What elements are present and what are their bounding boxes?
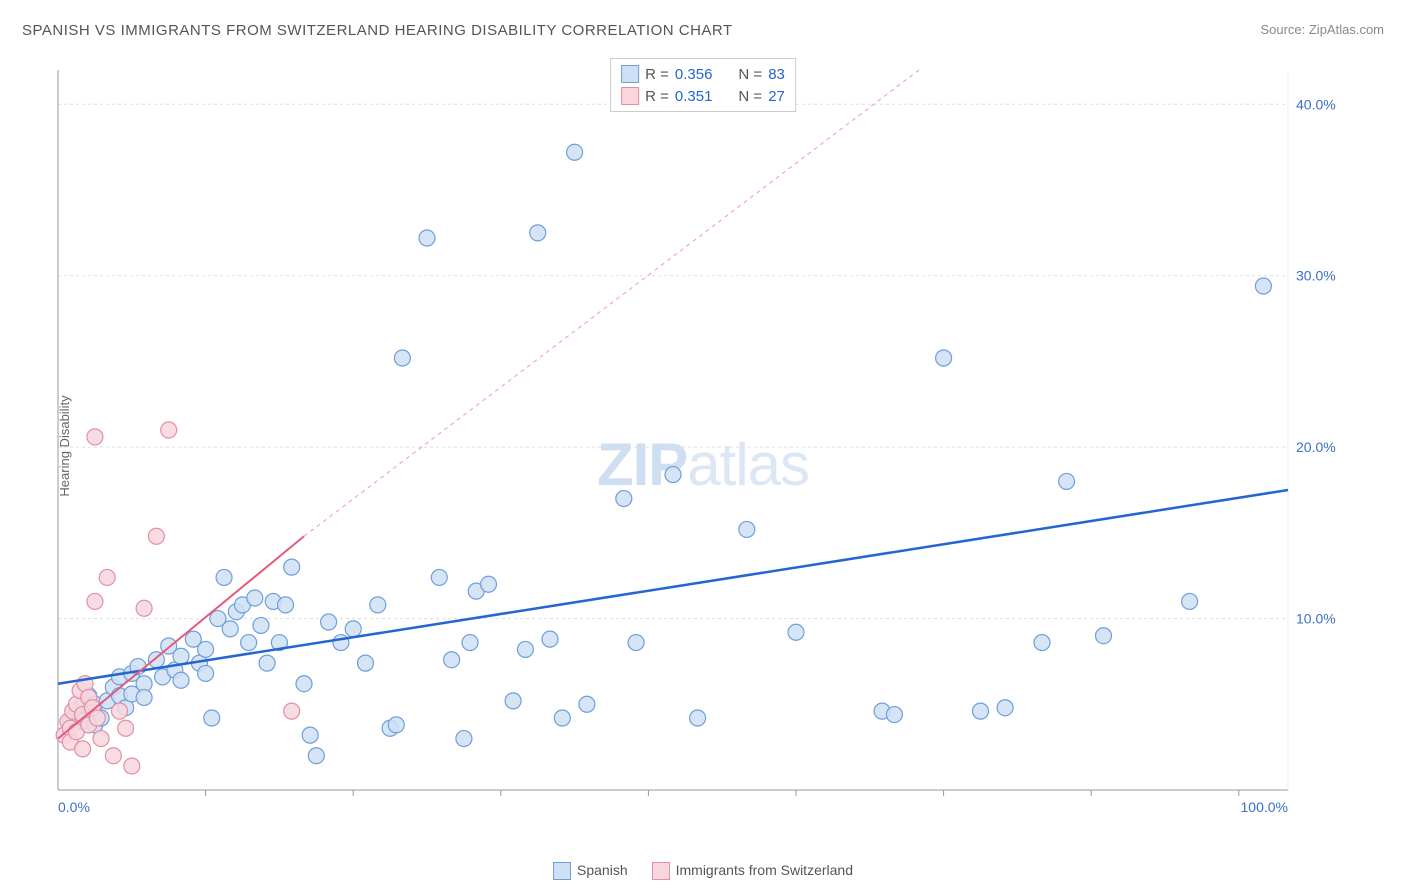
chart-title: SPANISH VS IMMIGRANTS FROM SWITZERLAND H… [22, 22, 733, 39]
series-legend: Spanish Immigrants from Switzerland [553, 862, 853, 880]
legend-swatch [652, 862, 670, 880]
stats-n-label: N = [738, 88, 762, 105]
legend-swatch [553, 862, 571, 880]
svg-text:20.0%: 20.0% [1296, 439, 1336, 455]
stats-r-value: 0.351 [675, 88, 713, 105]
stats-row: R = 0.351 N = 27 [621, 85, 785, 107]
svg-text:40.0%: 40.0% [1296, 96, 1336, 112]
stats-swatch [621, 65, 639, 83]
legend-label: Immigrants from Switzerland [676, 862, 853, 878]
stats-n-value: 83 [768, 66, 785, 83]
legend-item: Spanish [553, 862, 628, 880]
stats-n-value: 27 [768, 88, 785, 105]
svg-text:100.0%: 100.0% [1241, 799, 1288, 815]
scatter-plot: 10.0% 20.0% 30.0% 40.0% 0.0% 100.0% [48, 60, 1348, 830]
stats-r-label: R = [645, 88, 669, 105]
stats-r-value: 0.356 [675, 66, 713, 83]
stats-r-label: R = [645, 66, 669, 83]
stats-swatch [621, 87, 639, 105]
legend-label: Spanish [577, 862, 628, 878]
source-attribution: Source: ZipAtlas.com [1260, 22, 1384, 37]
svg-text:30.0%: 30.0% [1296, 268, 1336, 284]
legend-item: Immigrants from Switzerland [652, 862, 853, 880]
chart-svg: 10.0% 20.0% 30.0% 40.0% 0.0% 100.0% [48, 60, 1348, 830]
stats-legend: R = 0.356 N = 83 R = 0.351 N = 27 [610, 58, 796, 112]
svg-text:0.0%: 0.0% [58, 799, 90, 815]
svg-text:10.0%: 10.0% [1296, 611, 1336, 627]
stats-n-label: N = [738, 66, 762, 83]
stats-row: R = 0.356 N = 83 [621, 63, 785, 85]
